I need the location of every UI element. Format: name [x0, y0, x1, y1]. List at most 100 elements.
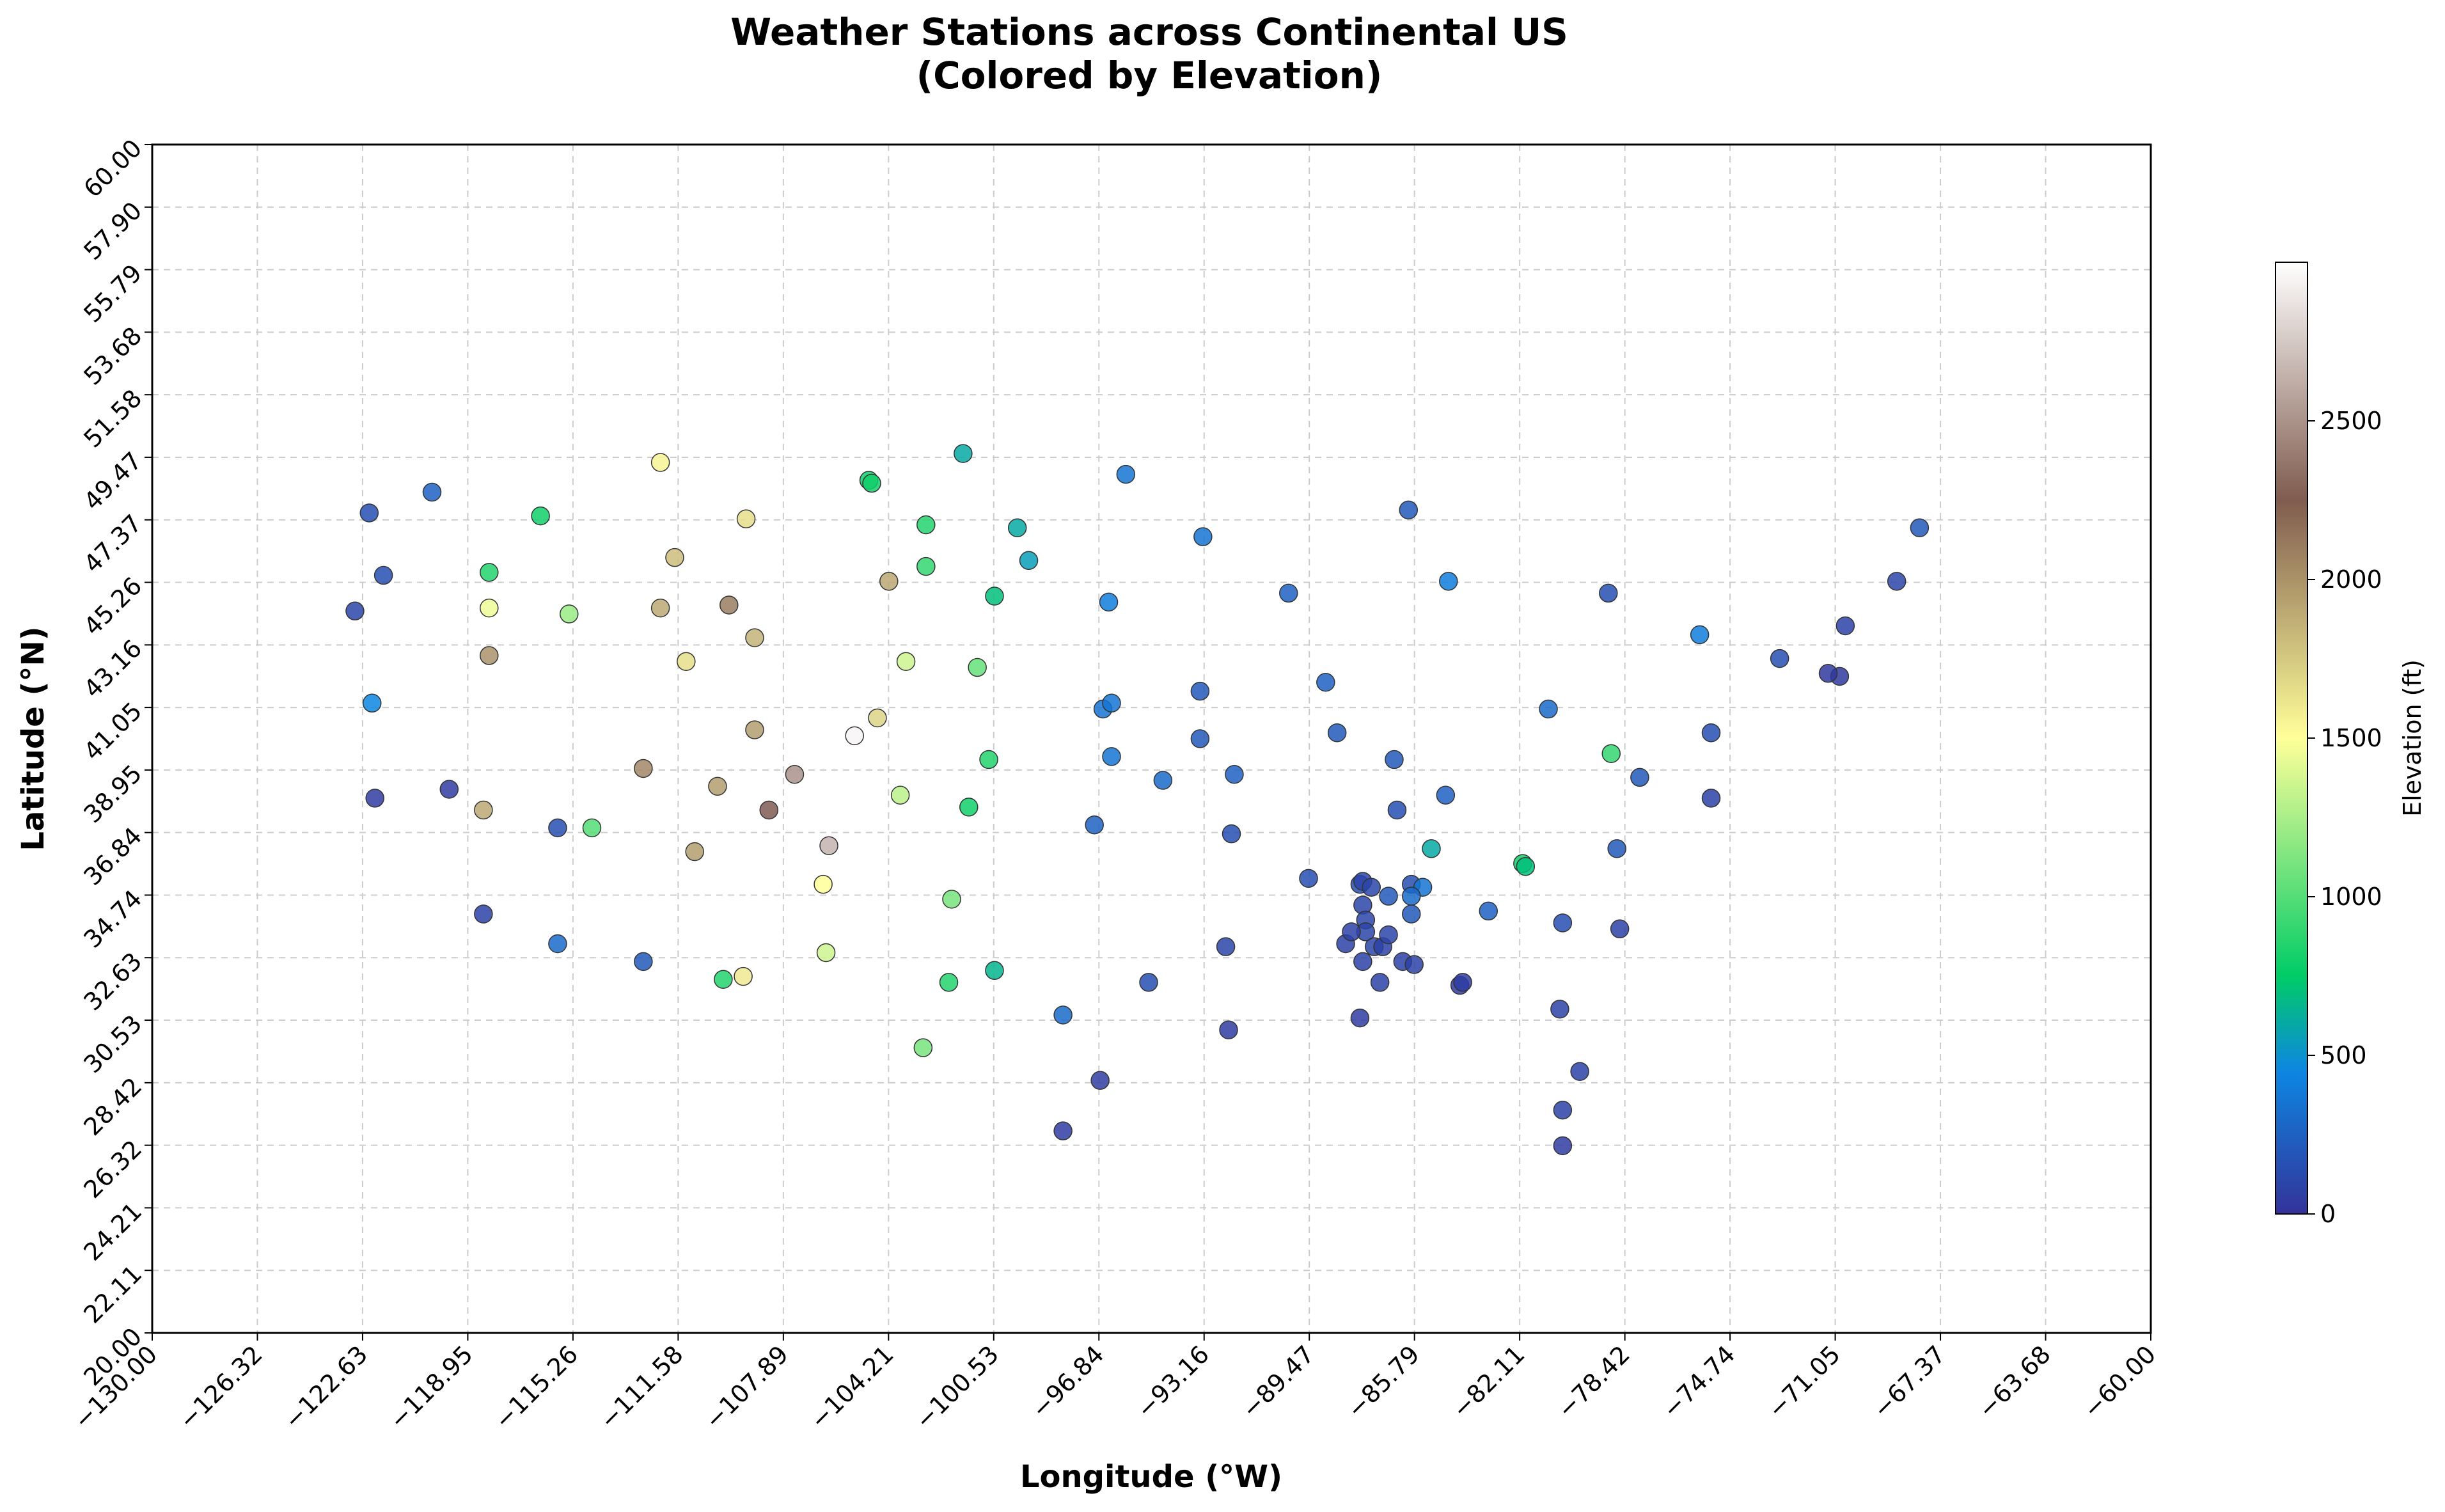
station-point — [474, 800, 493, 820]
station-point — [896, 652, 916, 671]
station-point — [1090, 1071, 1110, 1090]
station-point — [1379, 886, 1398, 906]
station-point — [677, 652, 696, 671]
station-point — [1770, 649, 1789, 668]
x-tick-label: −71.05 — [1762, 1340, 1846, 1424]
station-point — [1099, 592, 1119, 612]
station-point — [1007, 518, 1027, 537]
station-point — [1216, 937, 1236, 956]
station-point — [942, 890, 961, 909]
station-point — [1402, 904, 1421, 924]
x-tick-label: −63.68 — [1972, 1340, 2056, 1424]
station-point — [582, 818, 602, 838]
station-point — [1387, 800, 1407, 820]
station-point — [714, 970, 733, 989]
station-point — [1601, 744, 1621, 763]
station-point — [1479, 901, 1498, 921]
station-point — [979, 750, 998, 769]
x-tick-label: −78.42 — [1552, 1340, 1635, 1424]
station-point — [1019, 551, 1039, 571]
station-point — [1225, 764, 1244, 784]
x-tick-label: −82.11 — [1447, 1340, 1530, 1424]
station-point — [1539, 699, 1558, 719]
x-tick-label: −93.16 — [1131, 1340, 1215, 1424]
station-point — [373, 565, 393, 585]
y-tick-label: 60.00 — [78, 134, 147, 203]
station-point — [1630, 768, 1649, 787]
y-tick-label: 38.95 — [78, 759, 147, 828]
station-point — [1102, 747, 1121, 766]
x-tick-label: −89.47 — [1236, 1340, 1320, 1424]
station-point — [560, 604, 579, 624]
station-point — [736, 509, 756, 529]
station-point — [1316, 672, 1335, 692]
station-point — [916, 556, 936, 576]
station-point — [548, 818, 567, 838]
station-point — [665, 547, 684, 567]
station-point — [890, 785, 910, 805]
station-point — [1436, 785, 1456, 805]
station-point — [1453, 973, 1472, 992]
y-tick-label: 34.74 — [78, 885, 147, 954]
x-tick-label: −85.79 — [1341, 1340, 1425, 1424]
station-point — [1607, 839, 1626, 858]
station-point — [365, 789, 384, 808]
station-point — [480, 646, 499, 665]
station-point — [1910, 518, 1930, 537]
station-point — [1887, 572, 1906, 591]
station-point — [1193, 527, 1213, 546]
y-tick-label: 57.90 — [78, 196, 147, 265]
station-point — [1402, 886, 1421, 906]
station-point — [734, 966, 753, 986]
colorbar-tick-label: 0 — [2320, 1200, 2336, 1228]
x-tick-label: −74.74 — [1657, 1340, 1741, 1424]
plot-frame — [151, 143, 2152, 1334]
station-point — [1599, 583, 1618, 603]
station-point — [1153, 771, 1173, 790]
colorbar — [2275, 262, 2308, 1215]
station-point — [1219, 1020, 1238, 1039]
colorbar-label: Elevation (ft) — [2398, 659, 2426, 817]
x-tick-label: −122.63 — [279, 1340, 373, 1435]
y-tick-label: 32.63 — [78, 947, 147, 1016]
station-point — [1190, 729, 1210, 748]
station-point — [1385, 750, 1404, 769]
station-point — [650, 598, 670, 618]
station-point — [1439, 572, 1458, 591]
y-tick-label: 30.53 — [78, 1009, 147, 1078]
station-point — [1279, 583, 1298, 603]
station-point — [868, 708, 887, 728]
station-point — [1116, 464, 1136, 484]
station-point — [985, 587, 1004, 606]
station-point — [745, 628, 764, 647]
station-point — [1553, 1100, 1573, 1120]
station-point — [345, 601, 365, 621]
x-axis-ticks: −130.00 −126.32 −122.63 −118.95 −115.26 −111.… — [68, 1333, 2161, 1435]
y-tick-label: 36.84 — [78, 822, 147, 891]
x-tick-label: −96.84 — [1026, 1340, 1110, 1424]
station-point — [985, 961, 1004, 980]
station-point — [816, 943, 836, 963]
station-point — [480, 598, 499, 618]
station-point — [1379, 925, 1398, 945]
data-points — [345, 444, 1930, 1156]
station-point — [708, 776, 727, 796]
y-tick-label: 41.05 — [78, 697, 147, 766]
station-point — [1553, 913, 1573, 933]
colorbar-ticks: 0 500 1000 1500 2000 2500 — [2307, 407, 2382, 1228]
colorbar-tick-label: 1500 — [2320, 724, 2382, 752]
station-point — [1701, 723, 1721, 743]
station-point — [745, 720, 764, 739]
station-point — [1085, 815, 1104, 835]
station-point — [359, 503, 379, 523]
x-tick-label: −100.53 — [910, 1340, 1005, 1435]
station-point — [1690, 625, 1710, 645]
station-point — [814, 874, 833, 894]
station-point — [1222, 824, 1241, 844]
y-tick-label: 24.21 — [78, 1197, 147, 1266]
x-tick-label: −118.95 — [384, 1340, 478, 1435]
chart-subtitle: (Colored by Elevation) — [916, 54, 1383, 97]
y-axis-ticks: 20.0022.1124.2126.3228.4230.5332.6334.74… — [78, 134, 152, 1391]
station-point — [959, 798, 979, 817]
